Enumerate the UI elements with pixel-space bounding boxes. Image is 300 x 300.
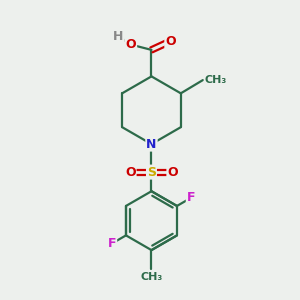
Text: O: O [125,38,136,51]
Text: CH₃: CH₃ [140,272,163,282]
Text: O: O [167,166,178,178]
Text: O: O [165,34,176,48]
Text: F: F [187,191,195,204]
Text: H: H [113,30,124,43]
Text: O: O [125,166,136,178]
Text: N: N [146,138,157,151]
Text: F: F [108,237,116,250]
Text: S: S [147,166,156,178]
Text: CH₃: CH₃ [204,75,226,85]
